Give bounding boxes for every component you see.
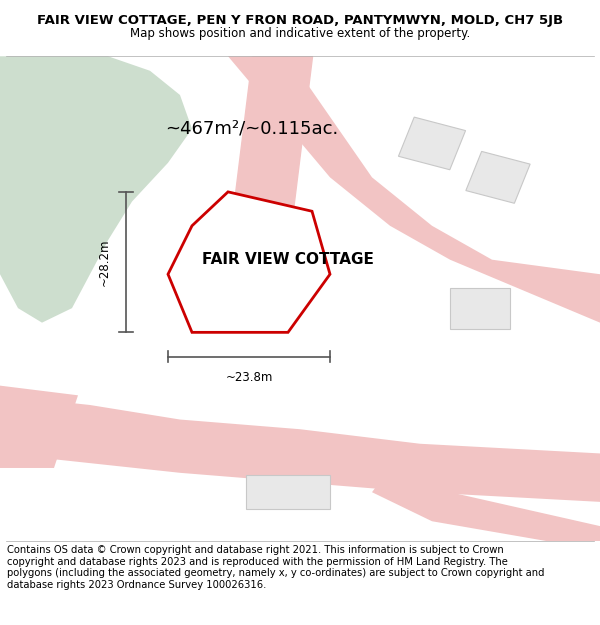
Polygon shape bbox=[246, 475, 330, 509]
Text: Contains OS data © Crown copyright and database right 2021. This information is : Contains OS data © Crown copyright and d… bbox=[7, 545, 545, 590]
Polygon shape bbox=[228, 56, 600, 322]
Polygon shape bbox=[450, 288, 510, 329]
Text: ~23.8m: ~23.8m bbox=[226, 371, 272, 384]
Polygon shape bbox=[194, 233, 274, 286]
Polygon shape bbox=[0, 56, 192, 322]
Polygon shape bbox=[168, 192, 330, 332]
Text: ~467m²/~0.115ac.: ~467m²/~0.115ac. bbox=[166, 120, 338, 138]
Polygon shape bbox=[0, 386, 78, 468]
Text: Map shows position and indicative extent of the property.: Map shows position and indicative extent… bbox=[130, 27, 470, 40]
Polygon shape bbox=[372, 468, 600, 550]
Text: FAIR VIEW COTTAGE: FAIR VIEW COTTAGE bbox=[202, 252, 374, 268]
Polygon shape bbox=[398, 117, 466, 170]
Polygon shape bbox=[0, 396, 600, 502]
Text: FAIR VIEW COTTAGE, PEN Y FRON ROAD, PANTYMWYN, MOLD, CH7 5JB: FAIR VIEW COTTAGE, PEN Y FRON ROAD, PANT… bbox=[37, 14, 563, 27]
Polygon shape bbox=[466, 151, 530, 203]
Text: ~28.2m: ~28.2m bbox=[98, 238, 111, 286]
